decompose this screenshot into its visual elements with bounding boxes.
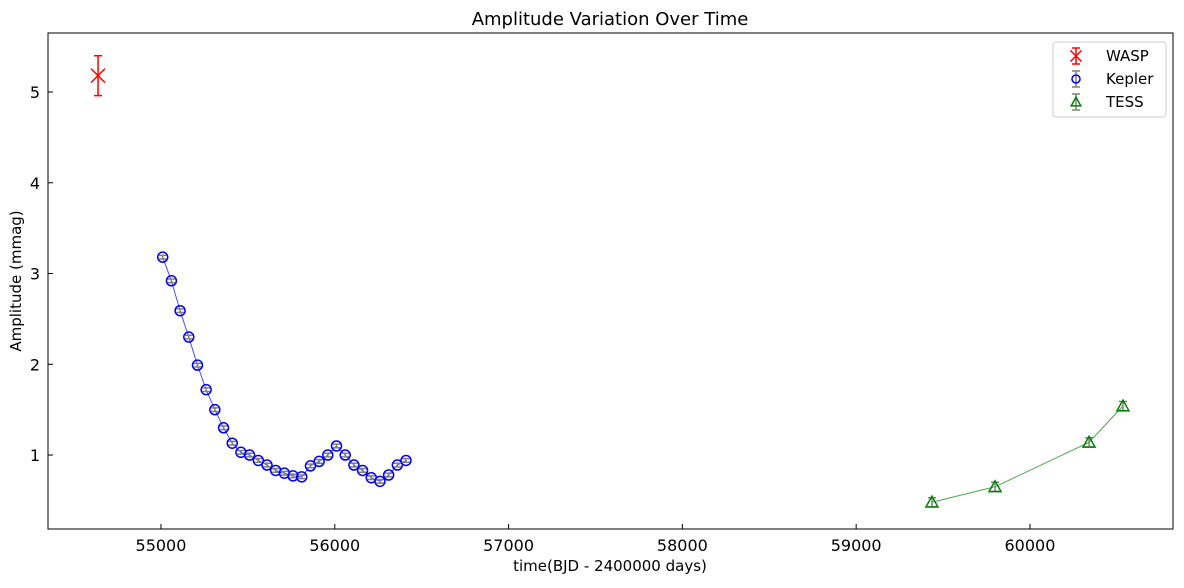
- error-bar: [315, 458, 324, 464]
- error-bar: [323, 452, 332, 458]
- data-point: [174, 304, 186, 317]
- data-point: [156, 251, 169, 263]
- data-point: [295, 471, 308, 483]
- data-point: [1069, 95, 1083, 107]
- legend: WASP Kepler TESS: [1052, 41, 1167, 118]
- data-point: [339, 449, 351, 461]
- series-tess: [924, 398, 1131, 508]
- data-point: [226, 437, 238, 449]
- error-bar: [254, 457, 263, 464]
- error-bar: [341, 452, 350, 458]
- error-bar: [367, 475, 376, 481]
- error-bar: [375, 478, 384, 484]
- data-point: [322, 449, 334, 461]
- error-bar: [393, 462, 402, 468]
- data-point: [1115, 398, 1131, 412]
- error-bar: [384, 472, 393, 478]
- y-tick-label: 2: [30, 355, 40, 374]
- data-point: [400, 454, 412, 467]
- data-point: [391, 459, 404, 471]
- error-bar: [245, 452, 254, 458]
- x-tick-label: 59000: [831, 536, 882, 555]
- error-bar: [306, 463, 315, 469]
- error-bar: [358, 467, 367, 474]
- y-tick-label: 3: [30, 265, 40, 284]
- chart-title: Amplitude Variation Over Time: [472, 9, 749, 30]
- data-point: [356, 464, 369, 477]
- data-point: [313, 455, 325, 468]
- error-bar: [219, 425, 228, 431]
- data-point: [191, 359, 204, 371]
- data-point: [90, 68, 106, 84]
- y-tick-label: 1: [30, 446, 40, 465]
- y-axis-label: Amplitude (mmag): [7, 210, 25, 351]
- legend-label: WASP: [1106, 47, 1149, 65]
- error-bar: [271, 467, 280, 474]
- data-point: [374, 475, 386, 488]
- error-bar: [228, 440, 237, 446]
- data-point: [1069, 49, 1083, 63]
- error-bar: [176, 308, 185, 314]
- error-bar: [297, 474, 306, 480]
- legend-label: Kepler: [1106, 70, 1154, 88]
- x-tick-label: 58000: [657, 536, 708, 555]
- error-bar: [158, 254, 167, 260]
- data-point: [243, 449, 256, 461]
- data-point: [261, 459, 273, 471]
- data-point: [287, 470, 299, 482]
- error-bar: [236, 449, 245, 455]
- plot-frame: [47, 32, 1174, 530]
- data-point: [382, 469, 395, 481]
- x-tick-label: 60000: [1005, 536, 1056, 555]
- data-point: [200, 383, 212, 396]
- data-point: [304, 460, 317, 472]
- data-point: [165, 275, 178, 287]
- error-bar: [332, 443, 341, 449]
- x-tick-label: 57000: [483, 536, 534, 555]
- error-bar: [289, 473, 298, 479]
- data-point: [209, 403, 221, 416]
- error-bar: [184, 334, 193, 340]
- series-line: [931, 405, 1124, 503]
- data-point: [987, 479, 1003, 493]
- series-kepler: [156, 251, 412, 488]
- data-point: [183, 331, 195, 343]
- error-bar: [349, 462, 358, 468]
- data-point: [1081, 434, 1097, 448]
- legend-error-icon: [1072, 70, 1080, 88]
- y-tick-label: 4: [30, 174, 40, 193]
- data-point: [348, 459, 360, 471]
- data-point: [924, 494, 940, 508]
- error-bar: [193, 362, 202, 368]
- data-point: [252, 454, 265, 467]
- error-bar: [210, 407, 219, 413]
- y-tick-label: 5: [30, 83, 40, 102]
- x-tick-label: 56000: [309, 536, 360, 555]
- error-bar: [262, 462, 271, 468]
- series-wasp: [90, 54, 106, 97]
- x-axis-label: time(BJD - 2400000 days): [513, 557, 707, 575]
- error-bar: [202, 387, 211, 393]
- data-point: [1071, 74, 1081, 84]
- x-tick-label: 55000: [136, 536, 187, 555]
- data-point: [217, 422, 230, 434]
- legend-label: TESS: [1105, 93, 1144, 111]
- error-bar: [167, 278, 176, 284]
- error-bar: [402, 457, 411, 464]
- data-point: [330, 440, 343, 452]
- error-bar: [280, 470, 289, 476]
